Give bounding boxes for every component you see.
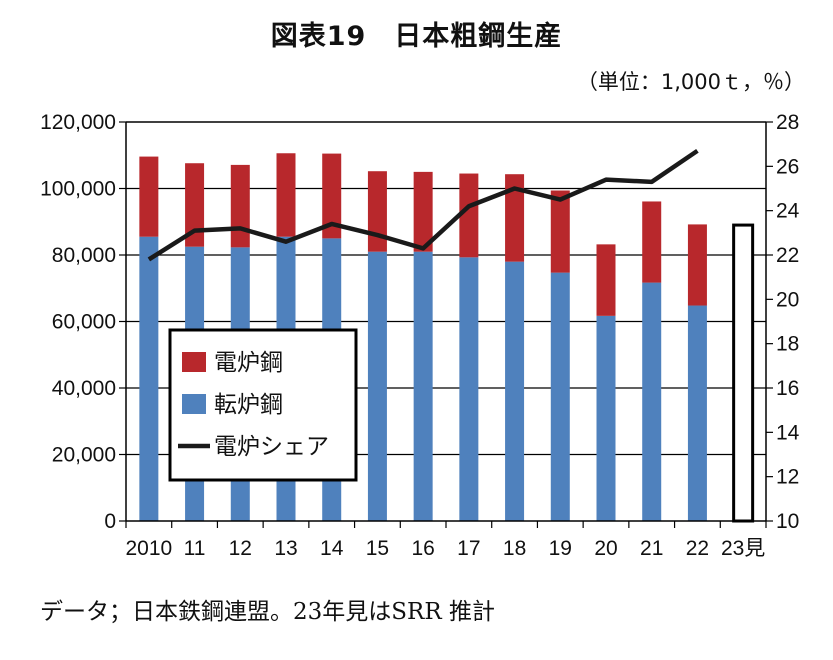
legend-label: 転炉鋼 — [214, 392, 283, 418]
x-tick-label: 20 — [594, 537, 617, 560]
x-tick-label: 23見 — [721, 537, 765, 560]
left-tick-label: 60,000 — [52, 311, 116, 334]
right-tick-label: 20 — [776, 288, 799, 311]
bar-eaf — [459, 173, 479, 258]
right-axis-ticks: 10 12 14 16 18 20 22 24 26 28 — [766, 111, 800, 533]
x-tick-label: 22 — [686, 537, 709, 560]
x-tick-label: 16 — [411, 537, 434, 560]
share-line — [147, 148, 699, 262]
x-tick-label: 18 — [503, 537, 526, 560]
right-tick-label: 28 — [776, 111, 799, 134]
forecast-bar — [732, 223, 755, 523]
left-axis-ticks: 0 20,000 40,000 60,000 80,000 100,000 120,000 — [40, 111, 126, 533]
left-tick-label: 100,000 — [40, 178, 116, 201]
x-tick-label: 13 — [274, 537, 297, 560]
bar-bof — [413, 251, 433, 522]
right-tick-label: 26 — [776, 155, 799, 178]
x-tick-label: 21 — [640, 537, 663, 560]
bar-bof — [642, 282, 662, 521]
bar-eaf — [322, 153, 342, 239]
right-tick-label: 10 — [776, 510, 799, 533]
share-line-path — [147, 148, 699, 262]
x-tick-label: 15 — [366, 537, 389, 560]
right-tick-label: 22 — [776, 244, 799, 267]
x-axis-ticks: 2010 11 12 13 14 15 16 17 18 19 20 21 22 23見 — [125, 521, 767, 560]
bar-eaf — [596, 244, 616, 316]
bar-eaf — [139, 156, 159, 237]
bar-eaf — [642, 201, 662, 283]
bar-eaf — [505, 174, 525, 262]
bar-bof — [139, 236, 159, 521]
left-tick-label: 0 — [104, 510, 116, 533]
right-tick-label: 16 — [776, 377, 799, 400]
legend-swatch — [182, 394, 206, 414]
left-tick-label: 20,000 — [52, 444, 116, 467]
bar-eaf — [276, 153, 296, 237]
forecast-box — [732, 223, 755, 523]
left-tick-label: 80,000 — [52, 244, 116, 267]
x-tick-label: 14 — [320, 537, 344, 560]
legend-swatch — [182, 352, 206, 372]
source-note: データ；日本鉄鋼連盟。23年見はSRR 推計 — [40, 599, 495, 625]
x-tick-label: 12 — [229, 537, 252, 560]
bar-eaf — [413, 171, 433, 252]
left-tick-label: 120,000 — [40, 111, 116, 134]
bar-bof — [596, 315, 616, 521]
x-tick-label: 17 — [457, 537, 480, 560]
right-tick-label: 12 — [776, 466, 799, 489]
bar-eaf — [367, 171, 387, 252]
right-tick-label: 14 — [776, 421, 800, 444]
right-tick-label: 24 — [776, 200, 800, 223]
bar-eaf — [550, 190, 570, 273]
bar-bof — [459, 257, 479, 521]
legend-label: 電炉シェア — [214, 434, 329, 460]
chart-title: 図表19 日本粗鋼生産 — [270, 21, 563, 52]
bar-bof — [367, 251, 387, 522]
unit-note: （単位：1,000ｔ，％） — [576, 70, 805, 94]
bar-eaf — [230, 164, 250, 248]
legend-label: 電炉鋼 — [214, 350, 283, 376]
bar-eaf — [185, 163, 205, 247]
left-tick-label: 40,000 — [52, 377, 116, 400]
x-tick-label: 2010 — [125, 537, 172, 560]
x-tick-label: 11 — [184, 537, 206, 560]
bar-bof — [505, 261, 525, 521]
steel-production-chart: 020,00040,00060,00080,000100,000120,000 … — [40, 111, 800, 560]
bar-eaf — [687, 224, 707, 306]
x-tick-label: 19 — [549, 537, 572, 560]
bar-bof — [687, 305, 707, 521]
bar-bof — [550, 272, 570, 521]
right-tick-label: 18 — [776, 333, 799, 356]
